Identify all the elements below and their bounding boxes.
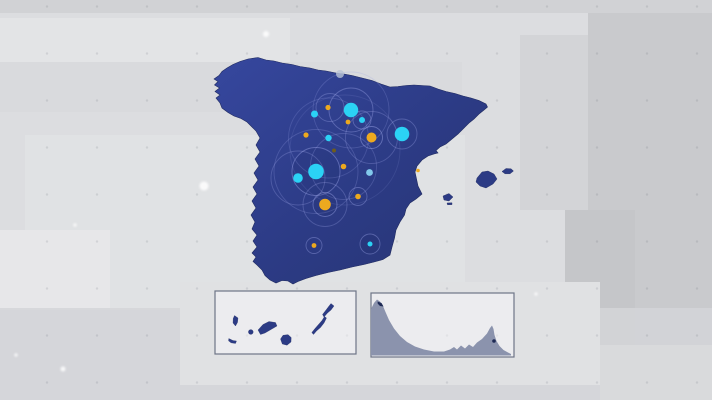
- map-ring: [315, 93, 345, 122]
- sparkle-dot: [263, 31, 269, 37]
- map-ring: [305, 237, 323, 254]
- map-ring: [348, 187, 368, 206]
- menorca-island: [501, 168, 514, 174]
- sparkle-dot: [60, 366, 66, 372]
- map-marker-gold: [319, 198, 331, 211]
- mallorca-island: [475, 170, 498, 189]
- background-block: [0, 230, 110, 310]
- formentera-island: [446, 202, 453, 206]
- sparkle-dot: [534, 292, 538, 296]
- map-marker-cyan: [308, 163, 324, 180]
- sparkle-dot: [199, 181, 209, 191]
- map-ring: [312, 71, 390, 149]
- lanzarote-island: [322, 303, 335, 318]
- background-block: [520, 35, 588, 210]
- canary-islands-group: [228, 303, 335, 346]
- map-marker-gold: [355, 193, 361, 200]
- map-ring: [270, 150, 326, 206]
- map-marker-olive: [332, 148, 336, 153]
- map-marker-cyan: [325, 134, 332, 142]
- map-marker-cyan: [343, 102, 359, 118]
- balearic-islands: [442, 168, 514, 206]
- map-marker-gold: [416, 168, 420, 173]
- map-marker-cyan: [311, 110, 318, 118]
- el-hierro-island: [228, 338, 237, 344]
- background-block: [0, 18, 290, 62]
- map-marker-pale: [366, 169, 373, 176]
- map-ring: [360, 126, 383, 149]
- north-africa-coast-group: [371, 299, 511, 356]
- spain-mainland-shape: [213, 57, 488, 285]
- fuerteventura-island: [311, 316, 327, 335]
- gran-canaria-island: [280, 334, 292, 346]
- map-ring: [328, 87, 374, 133]
- map-marker-cyan: [367, 241, 373, 247]
- map-marker-mist: [336, 70, 344, 78]
- la-gomera-island: [248, 329, 254, 335]
- sparkle-dot: [73, 223, 77, 227]
- map-ring: [386, 118, 418, 150]
- map-marker-gold: [325, 104, 331, 111]
- north-africa-coastline: [371, 299, 511, 356]
- ibiza-island: [442, 193, 454, 202]
- map-ring: [289, 94, 401, 206]
- background-sparkles-layer: [14, 31, 538, 372]
- map-marker-gold: [345, 119, 351, 125]
- background-block: [600, 345, 712, 400]
- map-marker-gold: [311, 243, 317, 248]
- tenerife-island: [257, 321, 278, 335]
- la-palma-island: [232, 315, 239, 327]
- map-ring: [302, 182, 348, 227]
- map-marker-cyan: [293, 173, 303, 183]
- map-marker-gold: [340, 163, 347, 170]
- sparkle-dot: [14, 353, 18, 357]
- background-top-strip: [0, 0, 712, 13]
- map-marker-gold: [366, 132, 377, 143]
- map-ring: [352, 110, 372, 130]
- melilla-mark: [492, 339, 496, 343]
- map-markers-layer: [293, 70, 420, 248]
- map-marker-cyan: [359, 117, 365, 123]
- ceuta-mark: [377, 301, 384, 307]
- map-ring: [273, 129, 359, 214]
- map-marker-gold: [303, 132, 309, 138]
- map-marker-cyan: [394, 126, 410, 142]
